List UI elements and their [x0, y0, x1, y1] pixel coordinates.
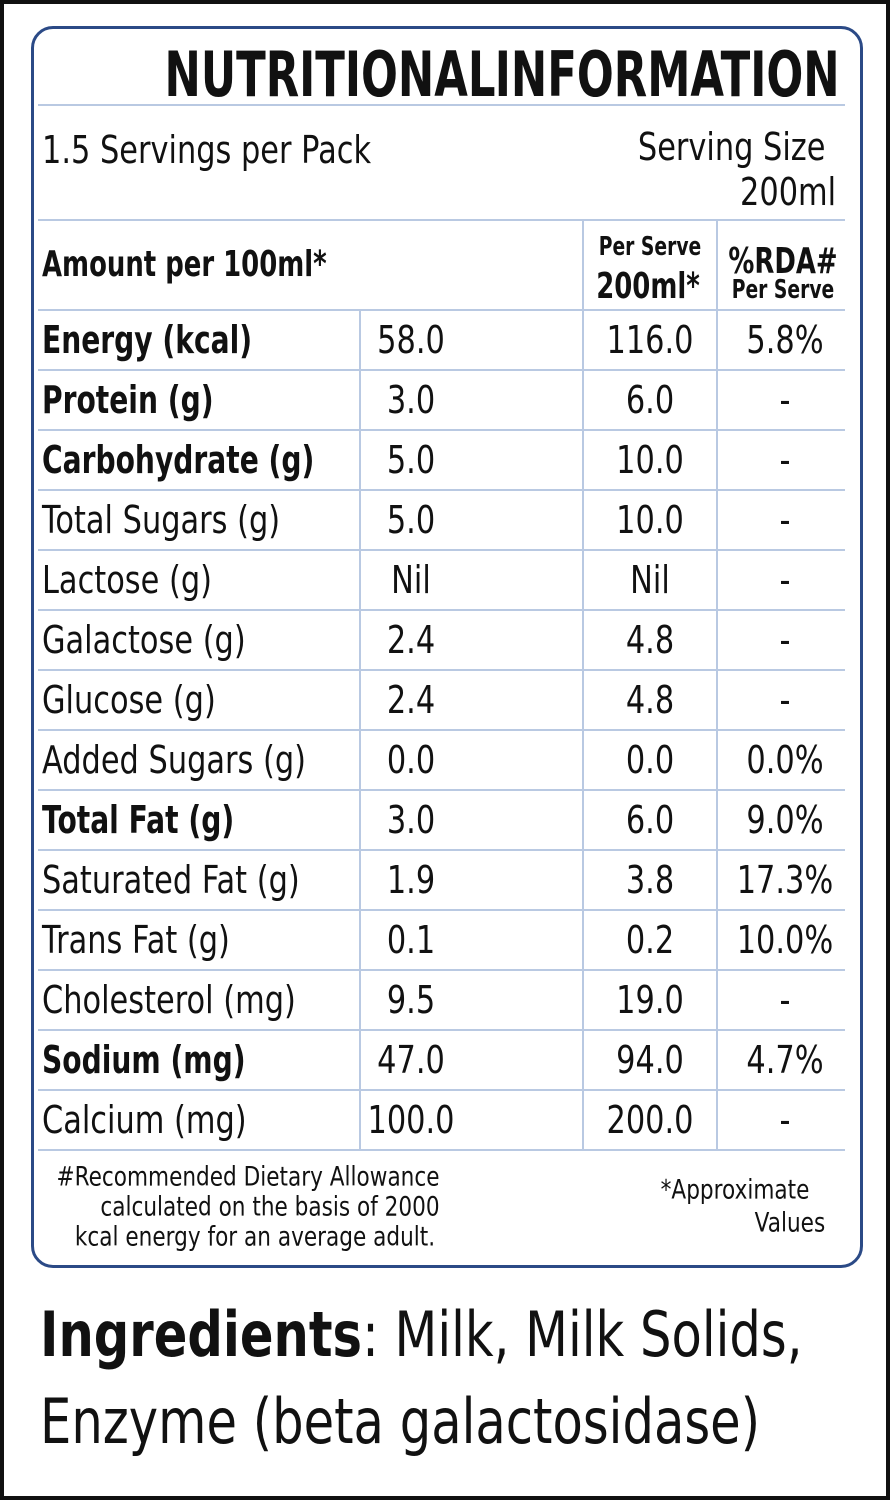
servings-per-pack: 1.5 Servings per Pack [42, 128, 372, 172]
per-100ml-value: 3.0 [386, 378, 436, 422]
divider [38, 669, 845, 671]
footnote: calculated on the basis of 2000 [100, 1191, 440, 1223]
per-100ml-value: 1.9 [386, 858, 436, 902]
per-100ml-value: Nil [391, 558, 431, 602]
serving-size-label: Serving Size [637, 125, 825, 169]
divider [38, 1029, 845, 1031]
divider [38, 609, 845, 611]
serving-size-value: 200ml [739, 170, 836, 214]
per-serve-value: 10.0 [616, 438, 684, 482]
rda-value: 0.0% [746, 738, 824, 782]
per-100ml-value: 58.0 [377, 318, 445, 362]
per-100ml-value: 0.0 [386, 738, 436, 782]
divider [38, 1149, 845, 1151]
nutrient-label: Added Sugars (g) [42, 738, 307, 782]
rda-value: 4.7% [746, 1038, 824, 1082]
footnote: Values [754, 1207, 825, 1239]
divider [38, 909, 845, 911]
per-100ml-value: 0.1 [386, 918, 436, 962]
per-100ml-value: 2.4 [386, 618, 436, 662]
divider [38, 219, 845, 221]
per-serve-value: 3.8 [625, 858, 675, 902]
column-header: %RDA# [728, 241, 838, 282]
nutrient-label: Total Fat (g) [42, 798, 235, 842]
divider [38, 969, 845, 971]
rda-value: 10.0% [736, 918, 834, 962]
per-serve-value: 10.0 [616, 498, 684, 542]
per-serve-value: 4.8 [625, 678, 675, 722]
divider [359, 310, 361, 1150]
column-header: Amount per 100ml* [42, 244, 327, 285]
nutrient-label: Energy (kcal) [42, 318, 253, 362]
per-serve-value: 19.0 [616, 978, 684, 1022]
per-100ml-value: 47.0 [377, 1038, 445, 1082]
per-serve-value: 94.0 [616, 1038, 684, 1082]
label-frame [31, 26, 863, 1268]
per-serve-value: 6.0 [625, 378, 675, 422]
column-header-small: Per Serve [598, 232, 702, 262]
rda-value: - [779, 678, 791, 722]
ingredients-text: Enzyme (beta galactosidase) [40, 1385, 761, 1458]
rda-value: - [779, 978, 791, 1022]
divider [38, 849, 845, 851]
divider [38, 429, 845, 431]
footnote: *Approximate [660, 1174, 810, 1206]
nutrient-label: Carbohydrate (g) [42, 438, 315, 482]
column-header-small: Per Serve [731, 275, 835, 305]
per-100ml-value: 5.0 [386, 498, 436, 542]
rda-value: - [779, 558, 791, 602]
nutrient-label: Total Sugars (g) [42, 498, 281, 542]
divider [38, 104, 845, 106]
per-100ml-value: 3.0 [386, 798, 436, 842]
per-serve-value: 200.0 [606, 1098, 694, 1142]
title-left: NUTRITIONAL [164, 38, 496, 111]
rda-value: 17.3% [736, 858, 834, 902]
per-100ml-value: 9.5 [386, 978, 436, 1022]
title-right: INFORMATION [495, 38, 840, 111]
nutrient-label: Cholesterol (mg) [42, 978, 296, 1022]
per-100ml-value: 5.0 [386, 438, 436, 482]
footnote: kcal energy for an average adult. [74, 1221, 436, 1253]
per-100ml-value: 2.4 [386, 678, 436, 722]
divider [716, 220, 718, 1150]
divider [38, 729, 845, 731]
divider [38, 369, 845, 371]
per-serve-value: 0.0 [625, 738, 675, 782]
rda-value: - [779, 498, 791, 542]
nutrient-label: Protein (g) [42, 378, 214, 422]
ingredients-line: Ingredients: Milk, Milk Solids, [40, 1304, 802, 1366]
per-serve-value: Nil [630, 558, 670, 602]
divider [38, 309, 845, 311]
nutrient-label: Galactose (g) [42, 618, 246, 662]
rda-value: 5.8% [746, 318, 824, 362]
divider [582, 220, 584, 1150]
divider [38, 549, 845, 551]
nutrient-label: Trans Fat (g) [42, 918, 230, 962]
divider [38, 1089, 845, 1091]
rda-value: - [779, 618, 791, 662]
divider [38, 789, 845, 791]
rda-value: - [779, 438, 791, 482]
column-header: 200ml* [596, 266, 700, 307]
nutrient-label: Saturated Fat (g) [42, 858, 300, 902]
rda-value: - [779, 378, 791, 422]
nutrient-label: Lactose (g) [42, 558, 213, 602]
per-serve-value: 116.0 [606, 318, 694, 362]
footnote: #Recommended Dietary Allowance [56, 1161, 440, 1193]
nutrient-label: Glucose (g) [42, 678, 216, 722]
per-serve-value: 4.8 [625, 618, 675, 662]
per-serve-value: 6.0 [625, 798, 675, 842]
rda-value: - [779, 1098, 791, 1142]
ingredients-label: Ingredients [40, 1298, 363, 1371]
per-serve-value: 0.2 [625, 918, 675, 962]
ingredients-text: : Milk, Milk Solids, [362, 1298, 803, 1371]
per-100ml-value: 100.0 [367, 1098, 455, 1142]
rda-value: 9.0% [746, 798, 824, 842]
nutrient-label: Calcium (mg) [42, 1098, 247, 1142]
nutrient-label: Sodium (mg) [42, 1038, 246, 1082]
divider [38, 489, 845, 491]
